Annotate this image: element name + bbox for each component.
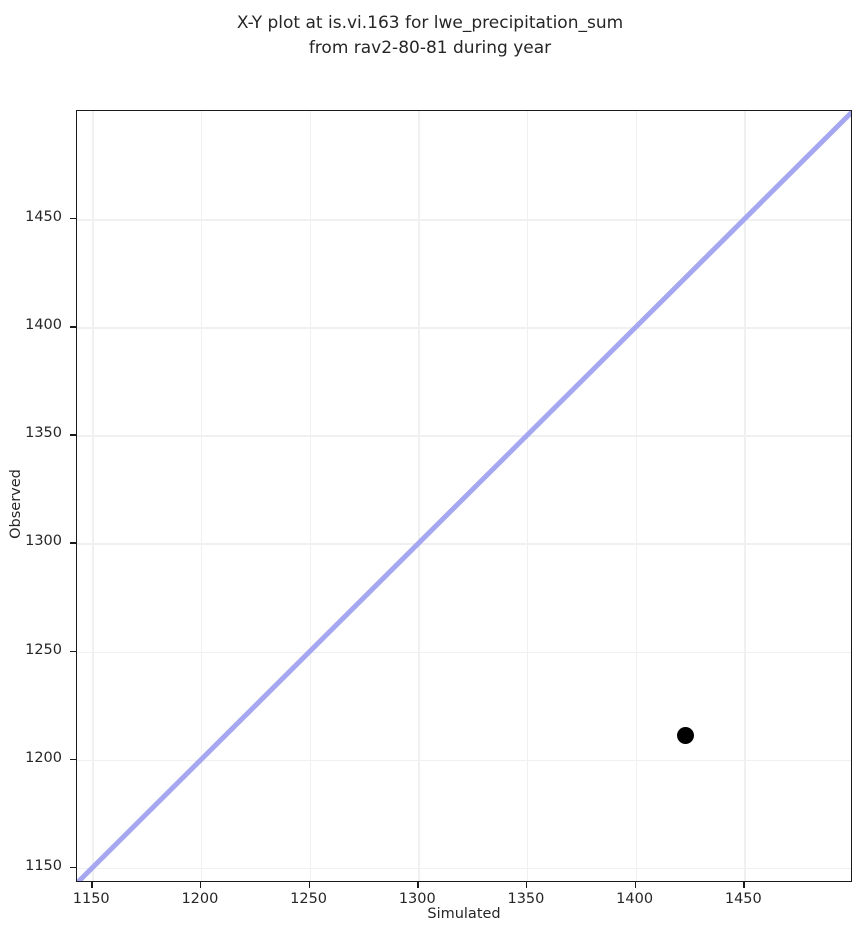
x-tick-label: 1450 bbox=[724, 891, 762, 907]
y-tick-label: 1350 bbox=[25, 425, 62, 442]
y-tick-mark bbox=[70, 326, 76, 328]
gridline-horizontal bbox=[77, 759, 851, 762]
x-tick-mark bbox=[199, 882, 202, 888]
gridline-vertical bbox=[309, 111, 311, 881]
x-tick-mark bbox=[743, 882, 745, 888]
x-tick-mark bbox=[417, 882, 419, 888]
gridline-horizontal bbox=[77, 327, 851, 329]
x-tick-mark bbox=[308, 882, 310, 888]
y-tick-label: 1300 bbox=[25, 533, 62, 550]
x-tick-label: 1250 bbox=[290, 891, 328, 907]
y-tick-label: 1200 bbox=[25, 749, 62, 766]
x-tick-label: 1300 bbox=[398, 891, 436, 907]
plot-area bbox=[76, 110, 852, 882]
gridline-horizontal bbox=[77, 867, 851, 870]
y-tick-mark bbox=[70, 866, 76, 869]
y-tick-label: 1150 bbox=[25, 857, 62, 874]
x-tick-label: 1400 bbox=[616, 891, 654, 907]
x-tick-label: 1150 bbox=[72, 891, 110, 907]
y-tick-label: 1250 bbox=[25, 641, 62, 658]
gridline-horizontal bbox=[77, 219, 851, 221]
y-tick-mark bbox=[70, 542, 76, 544]
x-tick-label: 1350 bbox=[507, 891, 545, 907]
x-tick-mark bbox=[634, 882, 636, 888]
gridline-vertical bbox=[526, 111, 529, 881]
gridline-horizontal bbox=[77, 435, 851, 437]
gridline-vertical bbox=[744, 111, 746, 881]
gridline-vertical bbox=[635, 111, 638, 881]
y-tick-mark bbox=[70, 218, 76, 220]
y-axis-label: Observed bbox=[8, 469, 24, 539]
y-tick-mark bbox=[70, 434, 76, 436]
y-tick-label: 1450 bbox=[25, 209, 62, 226]
chart-title: X-Y plot at is.vi.163 for lwe_precipitat… bbox=[236, 13, 624, 58]
x-tick-mark bbox=[525, 882, 528, 888]
gridline-horizontal bbox=[77, 543, 851, 545]
x-axis-label: Simulated bbox=[427, 906, 501, 922]
scatter-point bbox=[677, 727, 695, 745]
gridline-horizontal bbox=[77, 651, 851, 653]
gridline-vertical bbox=[200, 111, 203, 881]
gridline-vertical bbox=[418, 111, 420, 881]
one-to-one-reference-line bbox=[77, 111, 851, 881]
y-tick-mark bbox=[70, 758, 76, 761]
y-tick-mark bbox=[70, 650, 76, 652]
x-tick-mark bbox=[91, 882, 93, 888]
gridline-vertical bbox=[92, 111, 94, 881]
x-tick-label: 1200 bbox=[181, 891, 219, 907]
y-tick-label: 1400 bbox=[25, 317, 62, 334]
